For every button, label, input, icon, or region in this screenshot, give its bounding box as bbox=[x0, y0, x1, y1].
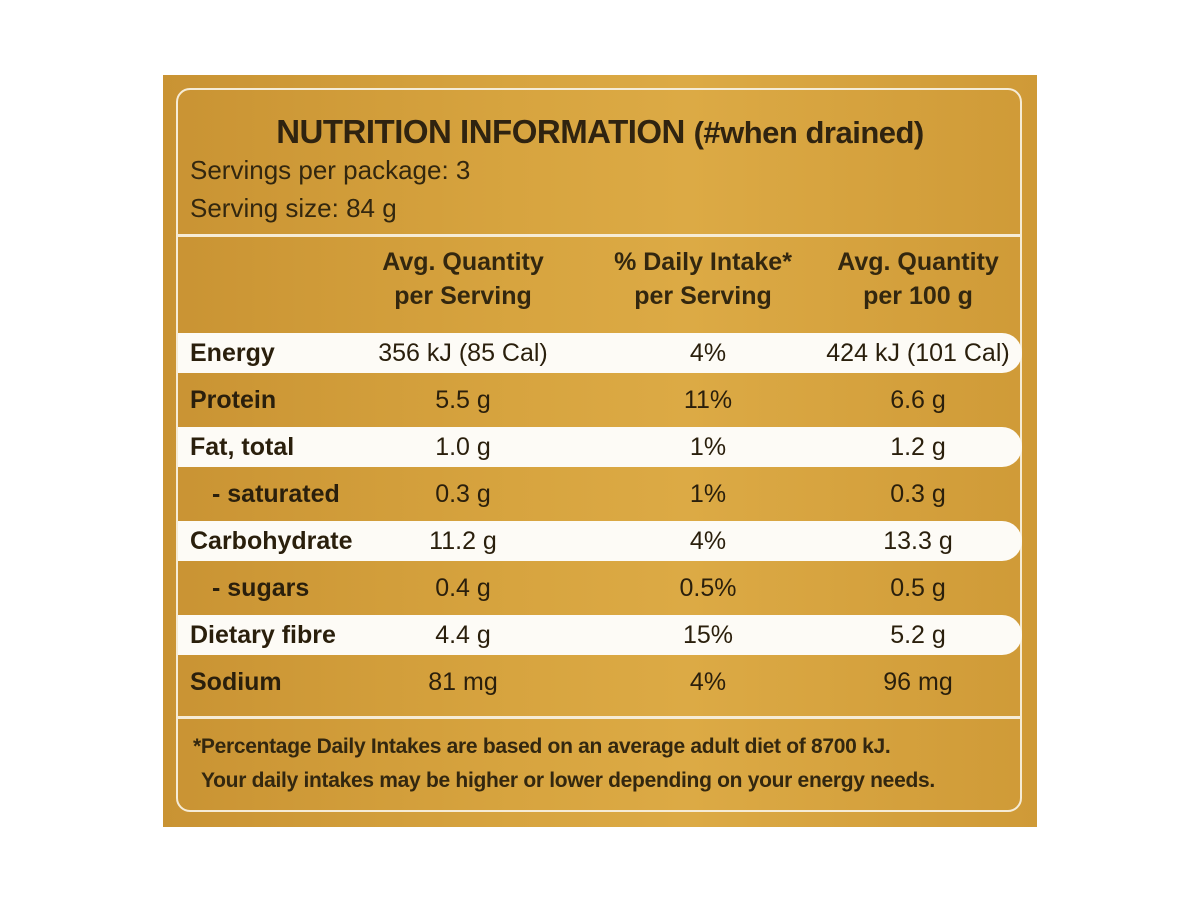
per-100g-value: 5.2 g bbox=[890, 621, 946, 649]
daily-intake-value: 11% bbox=[683, 386, 733, 414]
table-row: - sugars 0.4 g 0.5% 0.5 g bbox=[178, 568, 1022, 608]
nutrient-name: - sugars bbox=[212, 574, 310, 602]
nutrient-name: Energy bbox=[190, 339, 275, 367]
servings-per-package: Servings per package: 3 bbox=[190, 155, 471, 185]
column-header-line2: per Serving bbox=[634, 282, 772, 310]
title-note: (#when drained) bbox=[693, 115, 925, 150]
per-serving-value: 1.0 g bbox=[435, 433, 491, 461]
table-row: Protein 5.5 g 11% 6.6 g bbox=[178, 380, 1022, 420]
nutrition-panel: NUTRITION INFORMATION (#when drained) Se… bbox=[163, 75, 1037, 827]
column-header-line1: Avg. Quantity bbox=[837, 248, 999, 276]
title-text: NUTRITION INFORMATION bbox=[276, 113, 685, 150]
column-header-per-serving: Avg. Quantity per Serving bbox=[363, 245, 563, 313]
per-serving-value: 11.2 g bbox=[429, 527, 497, 555]
column-header-per-100g: Avg. Quantity per 100 g bbox=[818, 245, 1018, 313]
nutrient-name: Protein bbox=[190, 386, 277, 414]
serving-size: Serving size: 84 g bbox=[190, 193, 397, 223]
nutrient-name: Sodium bbox=[190, 668, 282, 696]
per-serving-value: 81 mg bbox=[428, 668, 498, 696]
per-100g-value: 0.3 g bbox=[890, 480, 946, 508]
daily-intake-value: 4% bbox=[689, 527, 727, 555]
table-row: Dietary fibre 4.4 g 15% 5.2 g bbox=[178, 615, 1022, 655]
per-serving-value: 0.4 g bbox=[435, 574, 491, 602]
column-header-line2: per 100 g bbox=[863, 282, 973, 310]
per-serving-value: 4.4 g bbox=[435, 621, 491, 649]
per-serving-value: 5.5 g bbox=[435, 386, 491, 414]
daily-intake-value: 0.5% bbox=[679, 574, 737, 602]
table-row: Energy 356 kJ (85 Cal) 4% 424 kJ (101 Ca… bbox=[178, 333, 1022, 373]
table-row: - saturated 0.3 g 1% 0.3 g bbox=[178, 474, 1022, 514]
column-header-line1: Avg. Quantity bbox=[382, 248, 544, 276]
daily-intake-value: 4% bbox=[689, 339, 727, 367]
nutrient-name: Carbohydrate bbox=[190, 527, 353, 555]
table-row: Carbohydrate 11.2 g 4% 13.3 g bbox=[178, 521, 1022, 561]
per-100g-value: 0.5 g bbox=[890, 574, 946, 602]
nutrient-name: Dietary fibre bbox=[190, 621, 336, 649]
per-100g-value: 1.2 g bbox=[890, 433, 946, 461]
daily-intake-value: 4% bbox=[689, 668, 727, 696]
footnote-line-2: Your daily intakes may be higher or lowe… bbox=[201, 769, 935, 792]
per-100g-value: 6.6 g bbox=[890, 386, 946, 414]
divider-bottom bbox=[178, 716, 1022, 719]
daily-intake-value: 1% bbox=[689, 433, 727, 461]
nutrient-name: - saturated bbox=[212, 480, 340, 508]
daily-intake-value: 1% bbox=[689, 480, 727, 508]
per-100g-value: 424 kJ (101 Cal) bbox=[826, 339, 1010, 367]
table-row: Fat, total 1.0 g 1% 1.2 g bbox=[178, 427, 1022, 467]
daily-intake-value: 15% bbox=[682, 621, 734, 649]
divider-top bbox=[178, 234, 1022, 237]
per-serving-value: 356 kJ (85 Cal) bbox=[378, 339, 548, 367]
per-serving-value: 0.3 g bbox=[435, 480, 491, 508]
column-header-daily-intake: % Daily Intake* per Serving bbox=[603, 245, 803, 313]
panel-title: NUTRITION INFORMATION (#when drained) bbox=[163, 113, 1037, 151]
nutrient-name: Fat, total bbox=[190, 433, 295, 461]
column-header-line1: % Daily Intake* bbox=[614, 248, 792, 276]
per-100g-value: 96 mg bbox=[883, 668, 953, 696]
per-100g-value: 13.3 g bbox=[883, 527, 953, 555]
column-header-line2: per Serving bbox=[394, 282, 532, 310]
footnote-line-1: *Percentage Daily Intakes are based on a… bbox=[193, 735, 891, 758]
table-row: Sodium 81 mg 4% 96 mg bbox=[178, 662, 1022, 702]
